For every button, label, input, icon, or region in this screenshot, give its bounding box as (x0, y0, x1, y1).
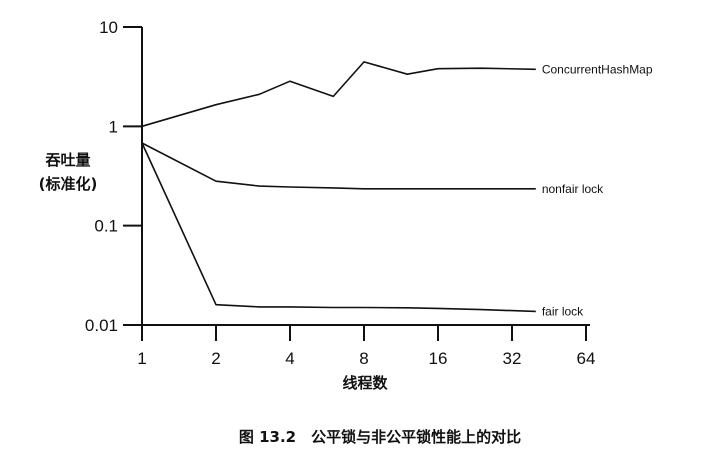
series-label: fair lock (542, 304, 584, 318)
y-ticks: 0.01 0.1 1 10 (85, 18, 142, 335)
y-tick-label: 10 (99, 18, 118, 37)
series-lines (141, 61, 536, 313)
x-tick-label: 1 (137, 349, 146, 368)
series-line (141, 61, 536, 128)
y-tick-label: 0.01 (85, 316, 118, 335)
series-label: ConcurrentHashMap (542, 62, 653, 76)
series-label: nonfair lock (542, 182, 604, 196)
y-tick-label: 0.1 (94, 217, 118, 236)
x-tick-label: 2 (211, 349, 220, 368)
x-tick-label: 4 (285, 349, 294, 368)
x-tick-label: 16 (429, 349, 448, 368)
y-axis-title-line2: (标准化) (39, 175, 98, 193)
x-axis-title: 线程数 (342, 374, 388, 392)
x-tick-label: 32 (503, 349, 522, 368)
series-line (141, 142, 536, 313)
figure-caption: 图 13.2 公平锁与非公平锁性能上的对比 (239, 428, 521, 446)
x-tick-label: 8 (359, 349, 368, 368)
x-tick-label: 64 (577, 349, 596, 368)
series-line (141, 142, 536, 190)
y-axis-title-line1: 吞吐量 (44, 151, 90, 169)
series-labels: ConcurrentHashMap nonfair lock fair lock (542, 62, 653, 318)
y-tick-label: 1 (109, 117, 118, 136)
x-ticks: 1 2 4 8 16 32 64 (137, 325, 595, 368)
